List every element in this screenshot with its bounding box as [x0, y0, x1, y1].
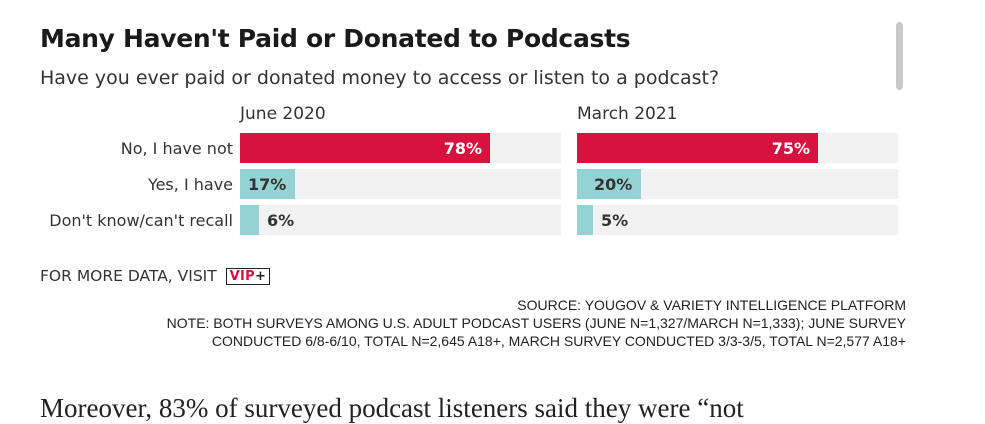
data-label: 6% — [267, 211, 295, 230]
bar — [240, 133, 490, 163]
data-label: 5% — [601, 211, 629, 230]
category-label: Don't know/can't recall — [49, 211, 233, 230]
note-line-1: NOTE: BOTH SURVEYS AMONG U.S. ADULT PODC… — [166, 315, 906, 331]
chart-title: Many Haven't Paid or Donated to Podcasts — [40, 24, 631, 53]
data-label: 17% — [248, 175, 287, 194]
category-label: Yes, I have — [147, 175, 233, 194]
bar — [240, 169, 295, 199]
more-data-text: FOR MORE DATA, VISIT — [40, 267, 217, 285]
category-label: No, I have not — [120, 139, 233, 158]
series-title: March 2021 — [577, 104, 678, 124]
data-label: 20% — [594, 175, 633, 194]
series-title: June 2020 — [240, 104, 326, 124]
bar-track: 6% — [240, 205, 561, 235]
source-text: SOURCE: YOUGOV & VARIETY INTELLIGENCE PL… — [517, 297, 906, 313]
bar — [240, 205, 259, 235]
bar-track: 17% — [240, 169, 561, 199]
bar-track: 20% — [577, 169, 898, 199]
bar — [577, 133, 818, 163]
bar-track: 78% — [240, 133, 561, 163]
bar — [577, 169, 641, 199]
scrollbar-thumb[interactable] — [896, 22, 903, 90]
chart-subtitle: Have you ever paid or donated money to a… — [40, 67, 720, 89]
bar — [577, 205, 593, 235]
source-notes: SOURCE: YOUGOV & VARIETY INTELLIGENCE PL… — [46, 296, 906, 350]
data-label: 78% — [443, 139, 482, 158]
article-text: Moreover, 83% of surveyed podcast listen… — [40, 393, 744, 423]
data-label: 75% — [771, 139, 810, 158]
vip-plus-logo[interactable]: VIP+ — [225, 268, 271, 285]
note-line-2: CONDUCTED 6/8-6/10, TOTAL N=2,645 A18+, … — [211, 333, 906, 349]
vip-badge-plus: + — [254, 269, 267, 284]
more-data-link[interactable]: FOR MORE DATA, VISIT VIP+ — [40, 267, 271, 285]
vip-badge-text: VIP — [229, 269, 255, 284]
bar-track: 5% — [577, 205, 898, 235]
bar-track: 75% — [577, 133, 898, 163]
